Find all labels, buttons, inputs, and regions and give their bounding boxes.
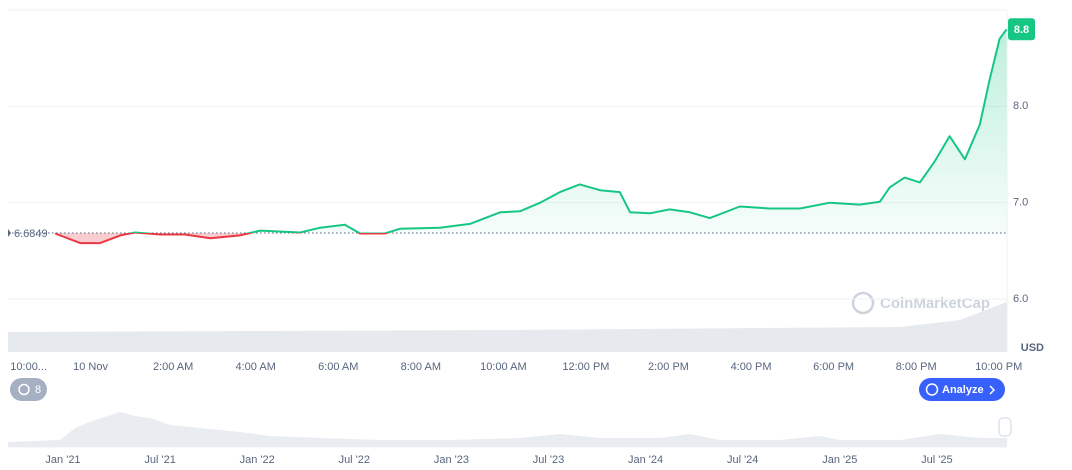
analyze-button-bg[interactable] — [919, 378, 1005, 401]
x-tick-label: 10:00 AM — [480, 361, 526, 373]
currency-label: USD — [1021, 342, 1044, 354]
history-count[interactable]: 8 — [35, 384, 41, 396]
y-tick-label: 6.0 — [1013, 293, 1028, 305]
watermark-text: CoinMarketCap — [880, 295, 990, 312]
x-tick-label: 2:00 PM — [648, 361, 689, 373]
volume-band — [8, 302, 1007, 352]
analyze-button[interactable]: Analyze — [919, 378, 1005, 401]
last-price-label: 8.8 — [1014, 24, 1029, 36]
navigator-label: Jan '23 — [434, 454, 469, 466]
x-tick-label: 6:00 AM — [318, 361, 358, 373]
baseline-marker — [8, 229, 11, 238]
x-tick-label: 4:00 PM — [731, 361, 772, 373]
navigator-area — [8, 412, 1007, 447]
x-tick-label: 8:00 PM — [896, 361, 937, 373]
navigator-label: Jul '23 — [533, 454, 564, 466]
x-tick-label: 2:00 AM — [153, 361, 193, 373]
x-tick-label: 10:00... — [10, 361, 47, 373]
analyze-label[interactable]: Analyze — [942, 384, 984, 396]
history-badge[interactable]: 8 — [10, 378, 47, 401]
navigator-handle[interactable] — [998, 417, 1012, 437]
last-price-badge — [1008, 18, 1035, 41]
x-tick-label: 8:00 AM — [401, 361, 441, 373]
y-tick-label: 8.0 — [1013, 100, 1028, 112]
x-tick-label: 4:00 AM — [236, 361, 276, 373]
navigator-label: Jan '21 — [45, 454, 80, 466]
price-area — [55, 29, 1007, 244]
watermark: CoinMarketCap — [851, 291, 990, 315]
navigator-label: Jan '22 — [240, 454, 275, 466]
price-line — [54, 28, 1008, 245]
baseline-label: 6.6849 — [14, 228, 48, 240]
navigator-label: Jul '24 — [727, 454, 758, 466]
x-tick-label: 10:00 PM — [975, 361, 1022, 373]
navigator-label: Jul '25 — [921, 454, 952, 466]
x-tick-label: 10 Nov — [73, 361, 108, 373]
navigator-label: Jul '21 — [144, 454, 175, 466]
navigator-label: Jan '25 — [822, 454, 857, 466]
navigator-label: Jan '24 — [628, 454, 663, 466]
navigator-label: Jul '22 — [339, 454, 370, 466]
x-tick-label: 6:00 PM — [813, 361, 854, 373]
y-tick-label: 7.0 — [1013, 197, 1028, 209]
x-tick-label: 12:00 PM — [562, 361, 609, 373]
